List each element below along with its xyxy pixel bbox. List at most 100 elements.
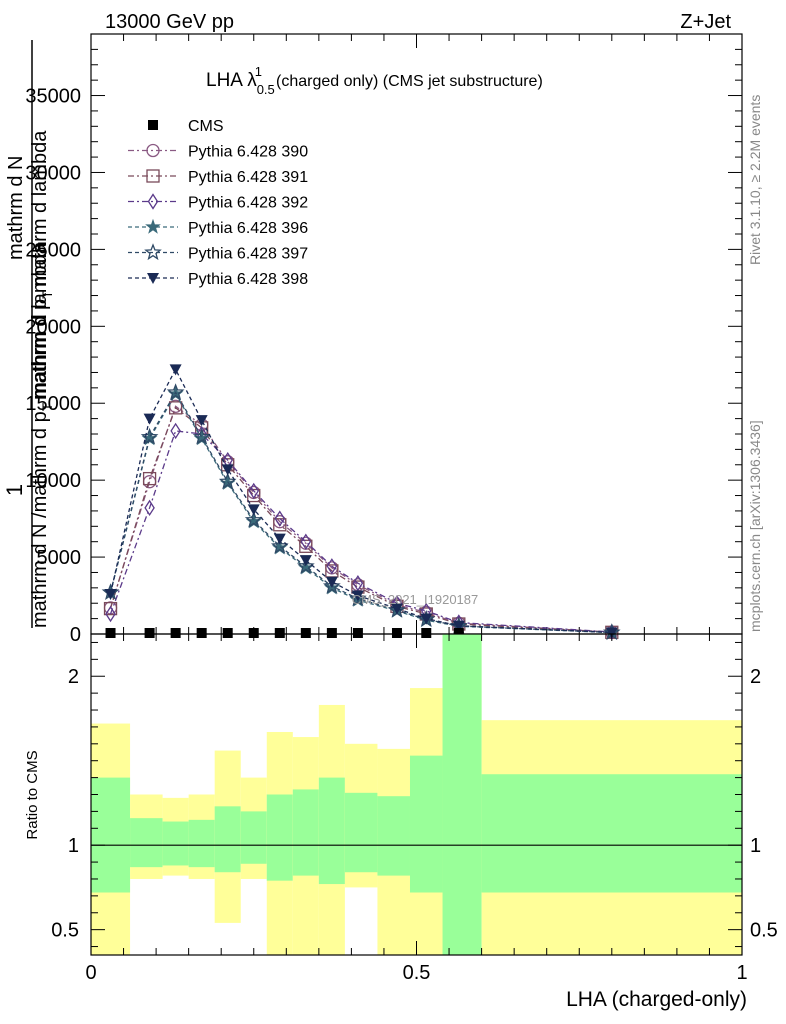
series-1-point bbox=[247, 488, 261, 503]
ylabel-numerator: 1 bbox=[2, 484, 27, 496]
main-ytick-label: 5000 bbox=[37, 547, 82, 569]
legend-marker-5 bbox=[144, 243, 162, 261]
ratio-ytick-label-right: 0.5 bbox=[750, 920, 778, 942]
series-4-point bbox=[218, 472, 237, 490]
ratio-band-inner-7 bbox=[292, 789, 319, 876]
main-ytick-label: 10000 bbox=[25, 470, 81, 492]
ratio-band-inner-2 bbox=[162, 821, 189, 866]
legend-marker-1 bbox=[146, 143, 160, 158]
main-ytick-label: 20000 bbox=[25, 316, 81, 338]
ratio-ytick-label-left: 1 bbox=[68, 835, 79, 857]
ylabel-den1-text: mathrm d N /mathrm d p bbox=[29, 411, 51, 628]
series-4-point bbox=[244, 510, 263, 528]
legend-label-2: Pythia 6.428 391 bbox=[188, 169, 308, 186]
series-2-point bbox=[300, 533, 312, 550]
series-5-point bbox=[169, 364, 182, 376]
series-1-point bbox=[299, 539, 313, 553]
series-5-point bbox=[325, 576, 338, 588]
header-left: 13000 GeV pp bbox=[105, 11, 234, 33]
header-right: Z+Jet bbox=[680, 11, 731, 33]
ylabel-den2-rest: mathrm d lambda bbox=[29, 130, 51, 286]
series-2-point bbox=[326, 558, 338, 575]
series-line-3 bbox=[109, 392, 612, 634]
series-5-point bbox=[104, 589, 117, 600]
series-5-point bbox=[221, 464, 234, 476]
series-5-point bbox=[351, 590, 364, 602]
ratio-ytick-label-right: 2 bbox=[750, 666, 761, 688]
legend-marker-0 bbox=[148, 120, 158, 130]
series-5-point bbox=[390, 603, 403, 615]
ratio-band-inner-12 bbox=[442, 634, 482, 955]
series-1-point bbox=[103, 601, 118, 616]
ylabel-den1-sub: T bbox=[39, 402, 55, 411]
ylabel-line-den2: mathrm d pTmathrm d lambda bbox=[29, 130, 55, 400]
watermark: CMS_2021_I1920187 bbox=[352, 592, 479, 607]
series-1-point bbox=[168, 401, 183, 415]
side-mcplots-label: mcplots.cern.ch [arXiv:1306.3436] bbox=[747, 420, 763, 632]
series-2-point bbox=[170, 422, 181, 440]
ylabel-den1-rest: mathrm d lambda bbox=[29, 242, 51, 398]
ratio-ylabel: Ratio to CMS bbox=[24, 750, 41, 839]
xtick-label: 0 bbox=[85, 962, 96, 984]
series-5-point bbox=[143, 413, 156, 425]
legend-label-5: Pythia 6.428 397 bbox=[188, 246, 308, 263]
main-ytick-label: 25000 bbox=[25, 239, 81, 261]
ylabel-line-num2: mathrm d N bbox=[5, 156, 27, 260]
cms-point bbox=[421, 628, 432, 638]
series-4-point bbox=[192, 427, 211, 445]
ratio-band-inner-4 bbox=[214, 806, 241, 873]
cms-point bbox=[391, 628, 402, 638]
ratio-band-inner-10 bbox=[377, 796, 410, 876]
legend: CMS Pythia 6.428 390 Pythia 6.428 391 Pythi… bbox=[128, 118, 308, 288]
ratio-ytick-label-right: 1 bbox=[750, 835, 761, 857]
legend-label-1: Pythia 6.428 390 bbox=[188, 144, 308, 161]
main-title-rest: (charged only) (CMS jet substructure) bbox=[276, 73, 543, 90]
series-2-point bbox=[274, 510, 286, 527]
ratio-band-inner-5 bbox=[240, 811, 267, 864]
series-5-point bbox=[195, 415, 208, 427]
cms-point bbox=[300, 628, 311, 638]
ratio-band-inner-9 bbox=[344, 792, 378, 873]
main-plot: 0 5000 10000 15000 20000 25000 30000 35000 bbox=[25, 33, 743, 646]
cms-point bbox=[453, 628, 464, 638]
ratio-band-inner-11 bbox=[409, 755, 443, 893]
cms-point bbox=[326, 628, 337, 638]
ratio-band-inner-3 bbox=[188, 819, 215, 868]
xtick-label: 1 bbox=[736, 962, 747, 984]
main-title: LHA λ0.5 1 (charged only) (CMS jet substru… bbox=[206, 64, 543, 97]
ylabel-line-den1: mathrm d N /mathrm d pTmathrm d lambda bbox=[29, 242, 55, 628]
legend-marker-4 bbox=[145, 218, 161, 234]
main-ytick-label: 15000 bbox=[25, 393, 81, 415]
ylabel-den2-sub: T bbox=[39, 290, 55, 299]
main-title-sup: 1 bbox=[255, 64, 262, 79]
ratio-plot: 0 0.5 10.5 0.51 12 2 bbox=[51, 633, 778, 984]
main-title-text: LHA λ bbox=[206, 70, 257, 91]
legend-marker-3 bbox=[147, 193, 159, 210]
main-ytick-label: 0 bbox=[70, 624, 81, 646]
ratio-ytick-label-left: 0.5 bbox=[51, 920, 79, 942]
legend-label-0: CMS bbox=[188, 118, 224, 135]
series-2-point bbox=[248, 482, 260, 500]
series-4-point bbox=[349, 589, 367, 607]
series-5-point bbox=[605, 627, 618, 639]
cms-point bbox=[105, 628, 116, 638]
ratio-band-inner-13 bbox=[481, 774, 742, 893]
series-line-1 bbox=[109, 406, 612, 633]
xtick-label: 0.5 bbox=[403, 962, 431, 984]
legend-label-4: Pythia 6.428 396 bbox=[188, 220, 308, 237]
main-ytick-label: 35000 bbox=[25, 86, 81, 108]
series-4-point bbox=[140, 427, 159, 445]
series-4-point bbox=[296, 557, 315, 574]
series-2-point bbox=[105, 605, 116, 623]
ylabel-den2-text: mathrm d p bbox=[29, 299, 51, 400]
cms-point bbox=[222, 628, 233, 638]
side-rivet-label: Rivet 3.1.10, ≥ 2.2M events bbox=[747, 95, 763, 265]
series-1-point bbox=[142, 471, 157, 486]
series-5-point bbox=[452, 620, 465, 632]
ratio-band-inner-8 bbox=[318, 777, 345, 885]
legend-marker-6 bbox=[147, 273, 159, 284]
legend-label-6: Pythia 6.428 398 bbox=[188, 271, 308, 288]
legend-marker-2 bbox=[146, 169, 160, 183]
main-ylabel: 1 mathrm d N /mathrm d pTmathrm d lambda… bbox=[2, 40, 55, 628]
